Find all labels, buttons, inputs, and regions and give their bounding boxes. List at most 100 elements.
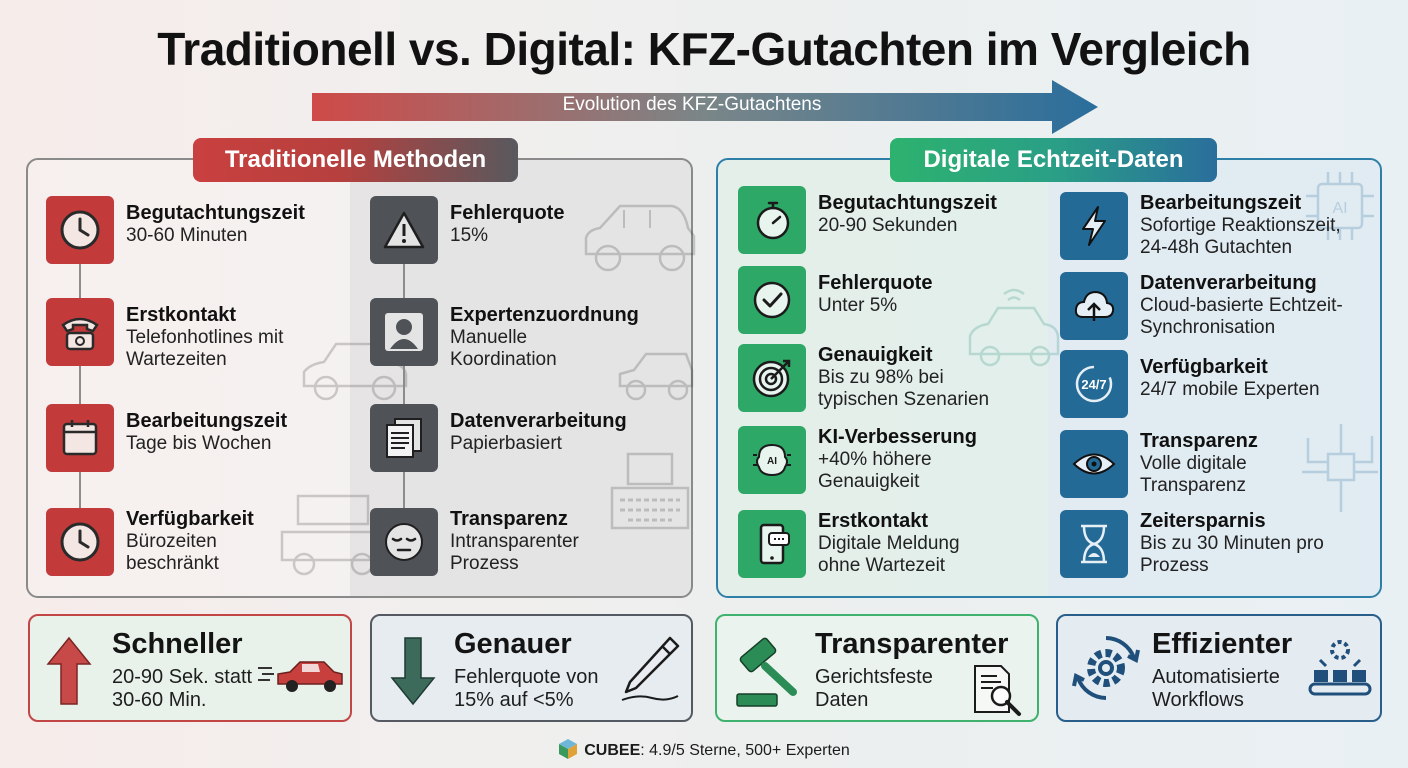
item-value: Tage bis Wochen [126,433,272,454]
item-title: Erstkontakt [126,304,237,326]
hourglass-icon [1060,510,1128,578]
benefit-text: 20-90 Sek. statt 30-60 Min. [112,666,253,711]
item-value: Sofortige Reaktionszeit, 24-48h Gutachte… [1140,215,1341,258]
benefit-text: Gerichtsfeste Daten [815,666,933,711]
item-value: +40% höhere Genauigkeit [818,449,932,492]
item-value: Papierbasiert [450,433,562,454]
arrow-up-icon [46,636,92,705]
evolution-label: Evolution des KFZ-Gutachtens [562,94,822,115]
warning-icon [370,196,438,264]
item-value: Telefonhotlines mit Wartezeiten [126,327,284,370]
item-value: 30-60 Minuten [126,225,248,246]
sleepy-face-icon [370,508,438,576]
eye-icon [1060,430,1128,498]
item-value: Manuelle Koordination [450,327,557,370]
page-title: Traditionell vs. Digital: KFZ-Gutachten … [157,23,1251,75]
ai-brain-label: AI [767,456,777,467]
dig-item-transparenz: Transparenz Volle digitale Transparenz [1060,430,1390,500]
trad-item-datenverarbeitung: Datenverarbeitung Papierbasiert [370,404,700,474]
trad-item-expertenzuordnung: Expertenzuordnung Manuelle Koordination [370,298,700,370]
benefit-card-transparenter: Transparenter Gerichtsfeste Daten [715,614,1039,722]
dig-item-fehlerquote: Fehlerquote Unter 5% [738,266,1068,336]
ai-chip-icon: AI [1306,172,1374,240]
cubee-logo-icon [559,739,578,759]
item-title: Erstkontakt [818,510,929,532]
availability-247-icon: 24/7 [1060,350,1128,418]
benefit-card-schneller: Schneller 20-90 Sek. statt 30-60 Min. [28,614,352,722]
gavel-icon [736,637,797,707]
dig-item-verfuegbarkeit: 24/7 Verfügbarkeit 24/7 mobile Experten [1060,350,1390,420]
cloud-upload-icon [1060,272,1128,340]
dig-item-genauigkeit: Genauigkeit Bis zu 98% bei typischen Szen… [738,344,1068,414]
target-icon [738,344,806,412]
stopwatch-icon [738,186,806,254]
circuit-chip-icon [1302,424,1378,512]
item-value: 15% [450,225,489,246]
item-title: Datenverarbeitung [1140,272,1317,294]
documents-icon [370,404,438,472]
typewriter-icon [610,452,690,530]
clock-icon [46,508,114,576]
timeline-connector [79,262,81,508]
trad-item-begutachtungszeit: Begutachtungszeit 30-60 Minuten [46,196,376,266]
phone-icon [46,298,114,366]
item-title: Zeitersparnis [1140,510,1266,532]
digital-header: Digitale Echtzeit-Daten [890,138,1217,182]
item-title: Bearbeitungszeit [126,410,288,432]
availability-label: 24/7 [1081,377,1106,392]
item-title: KI-Verbesserung [818,426,977,448]
benefit-title: Genauer [454,628,572,660]
timeline-connector [403,262,405,508]
gear-cycle-icon [1072,636,1140,700]
item-value: Intransparenter Prozess [450,531,579,574]
benefit-title: Effizienter [1152,628,1293,660]
item-value: Bis zu 98% bei typischen Szenarien [818,367,990,410]
item-value: Unter 5% [818,295,898,316]
item-title: Bearbeitungszeit [1140,192,1302,214]
benefit-title: Transparenter [815,628,1009,660]
item-value: Bürozeiten beschränkt [126,531,219,574]
item-title: Begutachtungszeit [126,202,305,224]
ai-chip-label: AI [1332,200,1347,217]
dig-item-bearbeitungszeit: Bearbeitungszeit Sofortige Reaktionszeit,… [1060,192,1390,262]
item-title: Transparenz [450,508,568,530]
dig-item-datenverarbeitung: Datenverarbeitung Cloud-basierte Echtzeit… [1060,272,1390,342]
item-value: Cloud-basierte Echtzeit-Synchronisation [1140,295,1343,338]
trad-item-erstkontakt: Erstkontakt Telefonhotlines mit Wartezeit… [46,298,376,370]
dig-item-erstkontakt: Erstkontakt Digitale Meldung ohne Warteze… [738,510,1068,580]
trad-item-verfuegbarkeit: Verfügbarkeit Bürozeiten beschränkt [46,508,376,578]
small-car-icon [618,352,694,401]
lightning-icon [1060,192,1128,260]
document-search-icon [974,665,1021,716]
item-title: Expertenzuordnung [450,304,639,326]
item-title: Genauigkeit [818,344,933,366]
item-title: Transparenz [1140,430,1258,452]
benefit-text: Automatisierte Workflows [1152,666,1280,711]
trad-item-bearbeitungszeit: Bearbeitungszeit Tage bis Wochen [46,404,376,474]
dig-item-begutachtungszeit: Begutachtungszeit 20-90 Sekunden [738,186,1068,256]
benefit-card-genauer: Genauer Fehlerquote von 15% auf <5% [370,614,693,722]
benefit-text: Fehlerquote von 15% auf <5% [454,666,599,711]
benefit-card-effizienter: Effizienter Automatisierte Workflows [1056,614,1382,722]
item-title: Datenverarbeitung [450,410,627,432]
assembly-line-icon [1308,640,1372,696]
clock-icon [46,196,114,264]
footer-rating: CUBEE: 4.9/5 Sterne, 500+ Experten [0,738,1408,760]
item-value: Volle digitale Transparenz [1140,453,1247,496]
speeding-car-icon [258,661,343,692]
brand-name: CUBEE [584,742,641,759]
item-value: 24/7 mobile Experten [1140,379,1320,400]
trad-item-transparenz: Transparenz Intransparenter Prozess [370,508,700,578]
evolution-arrow [312,80,1098,134]
checkmark-icon [738,266,806,334]
arrow-down-icon [390,637,436,706]
item-value: Bis zu 30 Minuten pro Prozess [1140,533,1324,576]
trad-item-fehlerquote: Fehlerquote 15% [370,196,700,266]
item-title: Fehlerquote [818,272,933,294]
ai-brain-icon: AI [738,426,806,494]
dig-item-zeitersparnis: Zeitersparnis Bis zu 30 Minuten pro Proze… [1060,510,1390,580]
connected-car-icon [968,288,1060,367]
benefit-title: Schneller [112,628,243,660]
person-icon [370,298,438,366]
item-value: Digitale Meldung ohne Wartezeit [818,533,960,576]
